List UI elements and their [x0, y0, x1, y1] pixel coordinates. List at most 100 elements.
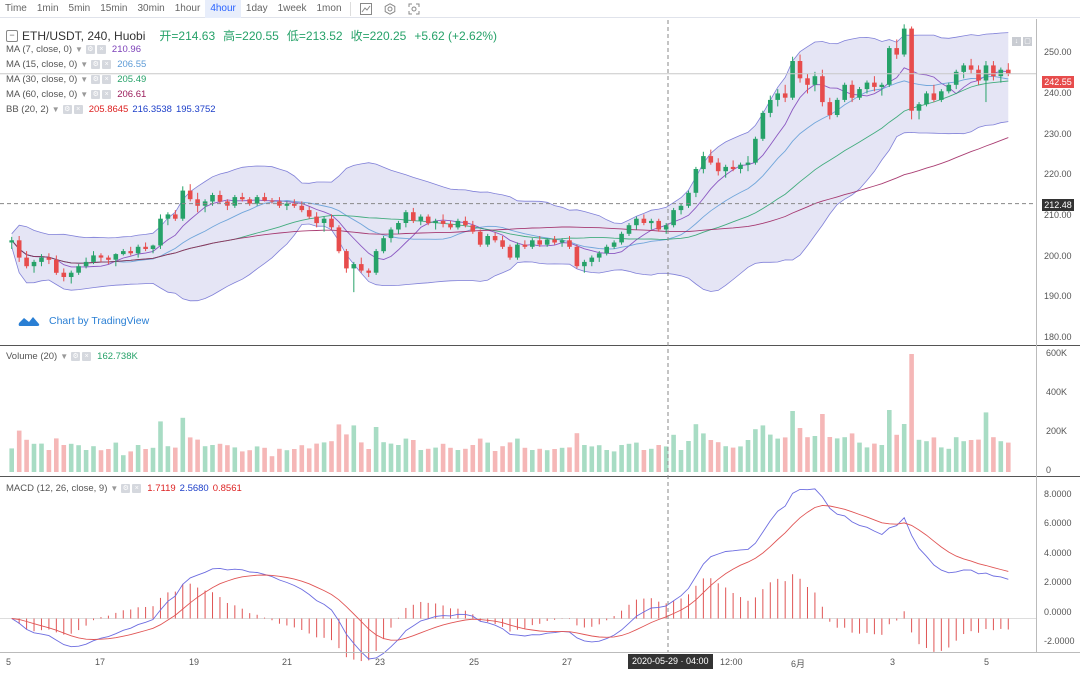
settings-icon[interactable]: ⚙ [91, 75, 101, 84]
legend-ma7[interactable]: MA (7, close, 0) ▼ ⚙ × 210.96 [6, 44, 141, 55]
volume-bar [656, 445, 661, 472]
last-price-tag: 242.55 [1042, 76, 1074, 88]
candle-body [403, 212, 409, 223]
close-icon[interactable]: × [96, 45, 106, 54]
time-axis-label: 5 [6, 657, 12, 667]
chevron-down-icon[interactable]: ▼ [110, 484, 119, 493]
screenshot-icon[interactable] [405, 0, 423, 18]
interval-1min[interactable]: 1min [36, 2, 59, 14]
legend-ma60[interactable]: MA (60, close, 0) ▼ ⚙ × 206.61 [6, 89, 146, 100]
volume-bar [351, 425, 357, 472]
volume-bar [559, 447, 565, 472]
volume-bar [195, 439, 200, 472]
chart-type-icon[interactable] [357, 0, 375, 18]
volume-bar [641, 450, 647, 472]
time-axis-label: 25 [469, 657, 480, 667]
settings-icon[interactable]: ⚙ [91, 60, 101, 69]
settings-icon[interactable]: ⚙ [71, 352, 81, 361]
volume-bar [708, 440, 714, 472]
legend-label: MACD (12, 26, close, 9) [6, 483, 108, 494]
candle-body [411, 212, 416, 221]
close-icon[interactable]: × [132, 484, 142, 493]
settings-icon[interactable]: ⚙ [121, 484, 131, 493]
volume-bar [879, 445, 885, 472]
volume-bar [678, 450, 684, 472]
settings-icon[interactable] [381, 0, 399, 18]
candle-body [210, 195, 215, 202]
candle-body [381, 238, 386, 252]
volume-bar [894, 434, 899, 472]
legend-ma15[interactable]: MA (15, close, 0) ▼ ⚙ × 206.55 [6, 59, 146, 70]
volume-bar [158, 421, 163, 472]
settings-icon[interactable]: ⚙ [91, 90, 101, 99]
legend-value: 2.5680 [179, 483, 209, 494]
close-icon[interactable]: × [82, 352, 92, 361]
interval-15min[interactable]: 15min [100, 2, 128, 14]
close-icon[interactable]: × [102, 75, 112, 84]
candle-body [596, 253, 602, 258]
price-axis-label: 180.00 [1044, 332, 1072, 342]
watermark-text: Chart by TradingView [49, 315, 150, 327]
volume-bar [247, 450, 252, 472]
chevron-down-icon[interactable]: ▼ [51, 105, 60, 114]
chevron-down-icon[interactable]: ▼ [60, 352, 69, 361]
volume-bar [998, 441, 1004, 472]
volume-bar [39, 443, 44, 472]
close-icon[interactable]: × [73, 105, 83, 114]
volume-bar [589, 446, 595, 472]
price-axis-label: 230.00 [1044, 129, 1072, 139]
volume-bar [455, 450, 461, 472]
candle-body [24, 257, 29, 267]
macd-series [0, 488, 1036, 662]
volume-bar [626, 443, 632, 472]
candle-body [254, 197, 260, 204]
settings-icon[interactable]: ⚙ [85, 45, 95, 54]
candle-body [619, 233, 624, 243]
time-axis-label: 5 [984, 657, 990, 667]
macd-axis-label: 0.0000 [1044, 607, 1072, 617]
candle-body [232, 197, 238, 206]
close-icon[interactable]: × [102, 60, 112, 69]
chevron-down-icon[interactable]: ▼ [75, 45, 83, 54]
legend-macd[interactable]: MACD (12, 26, close, 9) ▼ ⚙ × 1.7119 2.5… [6, 483, 242, 494]
settings-icon[interactable]: ⚙ [62, 105, 72, 114]
volume-bar [121, 455, 126, 472]
volume-bar [425, 448, 431, 472]
candle-body [46, 257, 52, 260]
candle-body [953, 71, 959, 85]
interval-1day[interactable]: 1day [245, 2, 268, 14]
legend-volume[interactable]: Volume (20) ▼ ⚙ × 162.738K [6, 351, 138, 362]
candle-body [693, 169, 699, 193]
volume-bar [477, 438, 483, 472]
interval-1hour[interactable]: 1hour [174, 2, 201, 14]
interval-30min[interactable]: 30min [137, 2, 165, 14]
time-axis-label: 12:00 [720, 657, 743, 667]
legend-ma30[interactable]: MA (30, close, 0) ▼ ⚙ × 205.49 [6, 74, 146, 85]
interval-time[interactable]: Time [5, 2, 27, 14]
time-axis-label: 6月 [791, 659, 806, 669]
candle-body [158, 218, 163, 246]
macd-axis-label: 2.0000 [1044, 577, 1072, 587]
chevron-down-icon[interactable]: ▼ [80, 60, 89, 69]
legend-bb[interactable]: BB (20, 2) ▼ ⚙ × 205.8645 216.3538 195.3… [6, 104, 216, 115]
candle-body [649, 220, 654, 224]
collapse-legend-button[interactable]: − [6, 29, 18, 42]
interval-5min[interactable]: 5min [68, 2, 91, 14]
chevron-down-icon[interactable]: ▼ [80, 75, 89, 84]
interval-4hour[interactable]: 4hour [205, 0, 241, 18]
candle-body [872, 82, 877, 87]
close-icon[interactable]: × [102, 90, 112, 99]
volume-bar [128, 451, 133, 472]
volume-bar [864, 447, 870, 472]
maximize-icon[interactable]: ▢ [1023, 37, 1032, 46]
chevron-down-icon[interactable]: ▼ [80, 90, 89, 99]
volume-bar [500, 446, 505, 472]
candle-body [299, 205, 305, 211]
price-axis-label: 220.00 [1044, 169, 1072, 179]
candle-body [834, 99, 840, 115]
interval-1mon[interactable]: 1mon [316, 2, 342, 14]
move-down-icon[interactable]: ↓ [1012, 37, 1021, 46]
interval-1week[interactable]: 1week [277, 2, 307, 14]
candle-body [782, 93, 788, 98]
